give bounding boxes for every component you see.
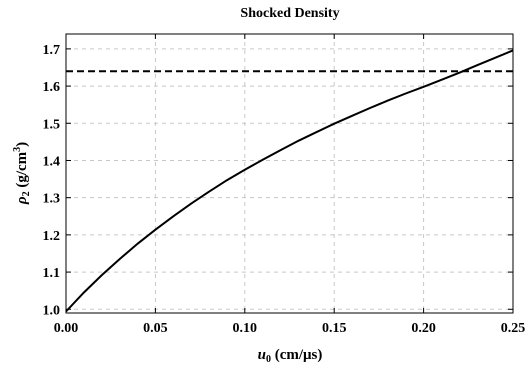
chart-title: Shocked Density	[240, 6, 339, 21]
y-tick-label: 1.4	[43, 154, 61, 169]
y-axis-unit-pre: (g/cm	[14, 151, 30, 191]
y-tick-label: 1.1	[43, 266, 61, 281]
x-axis-label: u0 (cm/μs)	[258, 347, 323, 365]
y-axis-label: ρ2 (g/cm3)	[12, 142, 32, 205]
y-tick-label: 1.7	[43, 43, 61, 58]
y-tick-label: 1.2	[43, 229, 61, 244]
y-tick-label: 1.6	[43, 80, 61, 95]
x-axis-symbol: u	[258, 347, 266, 363]
density-curve	[65, 49, 514, 313]
x-tick-label: 0.15	[322, 321, 347, 336]
y-axis-symbol: ρ	[14, 196, 30, 205]
y-axis-subscript: 2	[21, 191, 32, 196]
x-axis-unit: (cm/μs)	[271, 347, 322, 363]
y-axis-superscript: 3	[12, 147, 23, 152]
x-tick-label: 0.25	[501, 321, 526, 336]
x-axis-subscript: 0	[266, 354, 271, 365]
grid-lines	[65, 34, 514, 313]
y-tick-label: 1.5	[43, 117, 61, 132]
y-axis-unit-post: )	[14, 142, 30, 147]
y-tick-label: 1.3	[43, 192, 61, 207]
x-tick-label: 0.10	[233, 321, 258, 336]
tick-labels: 0.00 0.05 0.10 0.15 0.20 0.25 1.0 1.1 1.2 1.3 1.4 1…	[43, 43, 526, 336]
axis-ticks	[65, 34, 514, 313]
y-tick-label: 1.0	[43, 303, 61, 318]
x-tick-label: 0.00	[54, 321, 79, 336]
plot-frame	[65, 33, 514, 314]
series-lines	[65, 49, 514, 313]
x-tick-label: 0.05	[143, 321, 168, 336]
x-tick-label: 0.20	[411, 321, 436, 336]
